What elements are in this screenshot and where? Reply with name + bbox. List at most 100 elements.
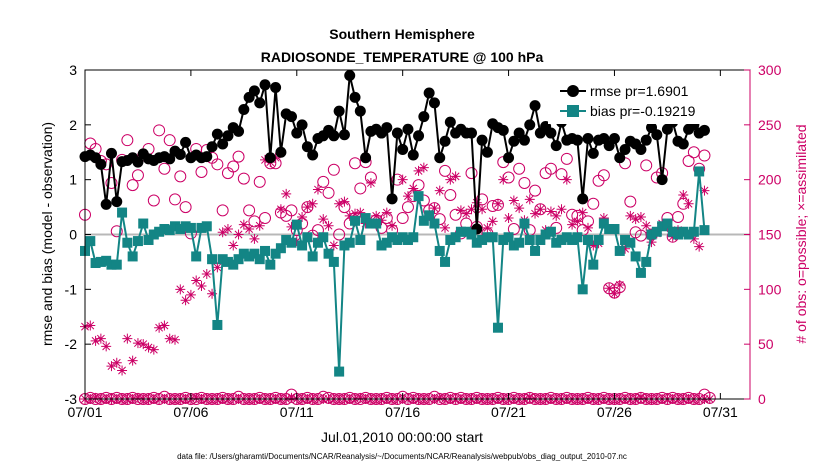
bias-point xyxy=(387,232,398,243)
bias-point xyxy=(620,234,631,245)
rmse-point xyxy=(206,141,218,153)
assimilated-point xyxy=(355,207,366,218)
bias-point xyxy=(609,224,620,235)
bias-point xyxy=(646,229,657,240)
rmse-point xyxy=(608,133,620,145)
assimilated-point xyxy=(397,174,408,185)
assimilated-point xyxy=(254,220,265,231)
y-tick-label: -3 xyxy=(65,391,78,407)
bias-point xyxy=(651,226,662,237)
assimilated-baseline-point xyxy=(191,392,202,403)
assimilated-point xyxy=(302,202,313,213)
bias-point xyxy=(254,254,265,265)
x-tick-label: 07/01 xyxy=(67,404,102,420)
possible-point xyxy=(253,175,266,188)
bias-point xyxy=(487,232,498,243)
assimilated-point xyxy=(418,162,429,173)
bias-point xyxy=(598,218,609,229)
bias-point xyxy=(413,191,424,202)
bias-point xyxy=(307,251,318,262)
assimilated-point xyxy=(207,288,218,299)
assimilated-point xyxy=(281,188,292,199)
assimilated-point xyxy=(312,184,323,195)
assimilated-point xyxy=(572,216,583,227)
assimilated-baseline-point xyxy=(286,392,297,403)
assimilated-point xyxy=(339,196,350,207)
assimilated-point xyxy=(122,333,133,344)
y2-tick-label: 50 xyxy=(758,336,774,352)
assimilated-point xyxy=(561,174,572,185)
assimilated-point xyxy=(524,194,535,205)
assimilated-point xyxy=(461,208,472,219)
assimilated-point xyxy=(365,177,376,188)
y-axis-label: rmse and bias (model - observation) xyxy=(39,122,55,346)
rmse-point xyxy=(651,129,663,141)
assimilated-point xyxy=(678,190,689,201)
rmse-point xyxy=(264,152,276,164)
assimilated-point xyxy=(228,240,239,251)
rmse-point xyxy=(545,127,557,139)
possible-point xyxy=(105,176,118,189)
bias-point xyxy=(196,222,207,233)
bias-point xyxy=(641,256,652,267)
legend-box xyxy=(548,76,746,124)
rmse-point xyxy=(423,87,435,99)
rmse-point xyxy=(677,138,689,150)
y2-tick-label: 250 xyxy=(758,117,782,133)
bias-point xyxy=(365,218,376,229)
rmse-point xyxy=(497,124,509,136)
y2-tick-label: 200 xyxy=(758,172,782,188)
x-tick-label: 07/26 xyxy=(597,404,632,420)
rmse-point xyxy=(333,105,345,117)
bias-point xyxy=(381,237,392,248)
bias-point xyxy=(318,232,329,243)
possible-point xyxy=(322,186,335,199)
assimilated-point xyxy=(381,207,392,218)
bias-point xyxy=(360,213,371,224)
assimilated-point xyxy=(635,211,646,222)
possible-point xyxy=(640,159,653,172)
assimilated-point xyxy=(434,185,445,196)
possible-point xyxy=(555,168,568,181)
assimilated-point xyxy=(450,171,461,182)
rmse-point xyxy=(481,146,493,158)
bias-point xyxy=(143,234,154,245)
series-layer xyxy=(79,69,716,405)
possible-point xyxy=(333,228,346,241)
rmse-point xyxy=(619,144,631,156)
assimilated-point xyxy=(101,341,112,352)
rmse-point xyxy=(428,97,440,109)
assimilated-point xyxy=(180,295,191,306)
assimilated-point xyxy=(95,333,106,344)
possible-point xyxy=(513,162,526,175)
bias-point xyxy=(450,232,461,243)
bias-point xyxy=(376,240,387,251)
bias-point xyxy=(106,259,117,270)
possible-point xyxy=(311,224,324,237)
rmse-point xyxy=(217,138,229,150)
bias-point xyxy=(111,259,122,270)
legend-bias-label: bias pr=-0.19219 xyxy=(590,103,696,119)
legend-bias-marker xyxy=(567,105,579,117)
bias-point xyxy=(350,215,361,226)
assimilated-point xyxy=(545,206,556,217)
bias-point xyxy=(170,221,181,232)
possible-point xyxy=(354,182,367,195)
possible-point xyxy=(439,164,452,177)
assimilated-point xyxy=(609,288,620,299)
legend-rmse-label: rmse pr=1.6901 xyxy=(590,83,689,99)
rmse-point xyxy=(349,91,361,103)
bias-point xyxy=(286,237,297,248)
assimilated-point xyxy=(429,203,440,214)
bias-point xyxy=(471,237,482,248)
assimilated-point xyxy=(185,289,196,300)
bias-point xyxy=(567,234,578,245)
rmse-point xyxy=(508,135,520,147)
bias-point xyxy=(339,240,350,251)
possible-point xyxy=(560,152,573,165)
bias-point xyxy=(408,232,419,243)
possible-point xyxy=(317,175,330,188)
bias-point xyxy=(429,218,440,229)
possible-point xyxy=(587,197,600,210)
